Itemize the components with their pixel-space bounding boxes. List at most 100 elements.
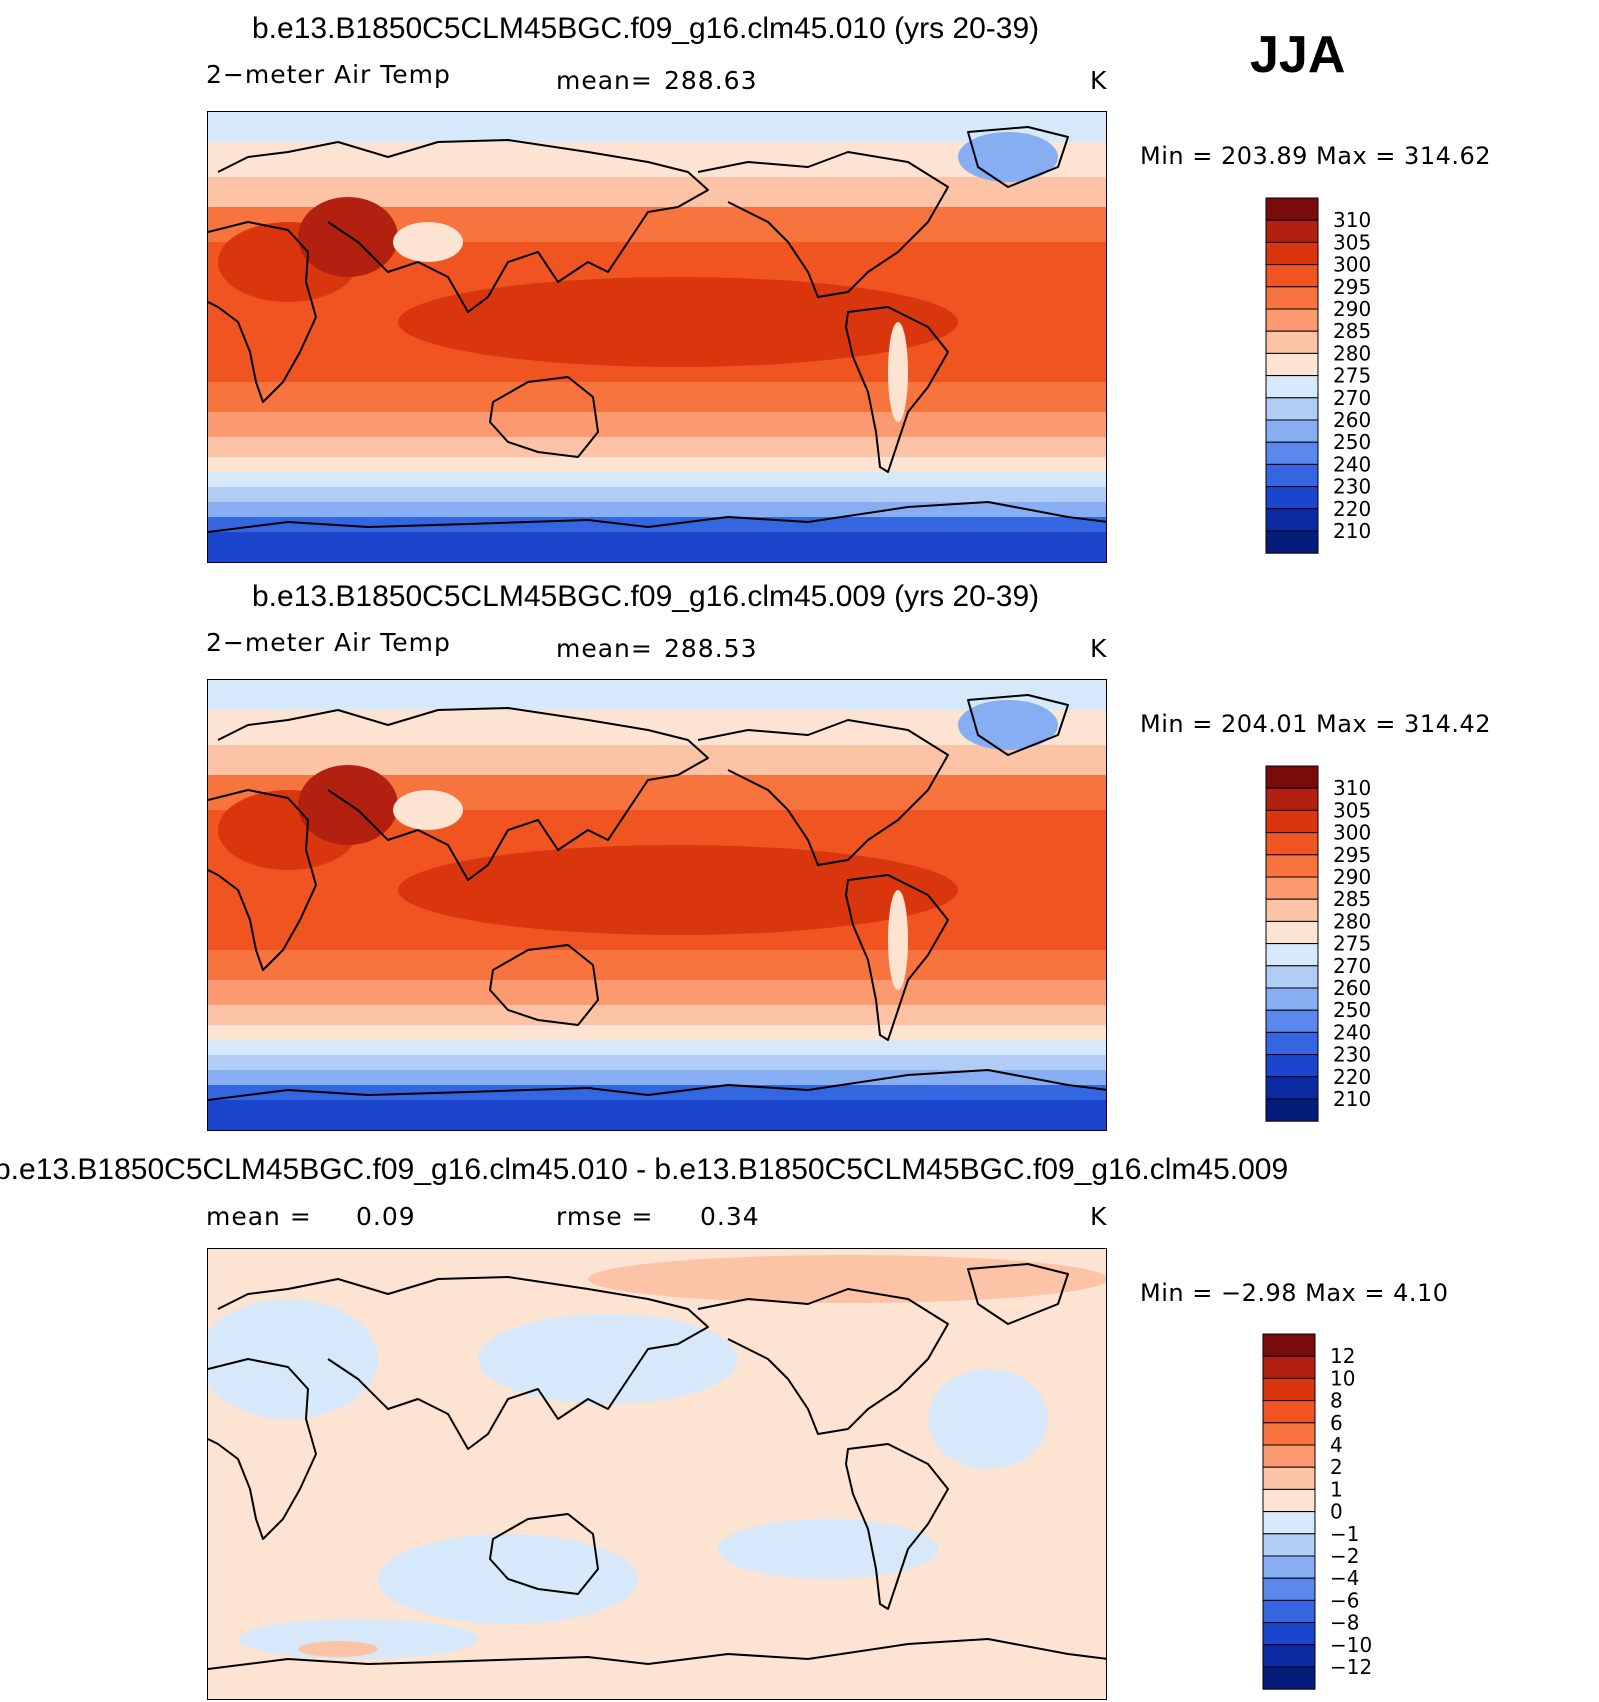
colorbar-swatch: [1265, 486, 1319, 510]
colorbar: 310 305 300 295 290 285 280 275 270 260 250 240 230 2…: [1265, 197, 1415, 562]
colorbar-swatch: [1265, 1054, 1319, 1078]
mean-label: mean=: [556, 634, 653, 663]
colorbar-swatch: [1262, 1466, 1316, 1490]
mean-value: 288.63: [664, 66, 758, 95]
colorbar-tick-label: 12: [1330, 1344, 1355, 1368]
difference-map: [207, 1248, 1107, 1700]
colorbar-tick-label: 300: [1333, 253, 1371, 277]
colorbar-swatch: [1265, 965, 1319, 989]
colorbar-tick-label: 270: [1333, 386, 1371, 410]
colorbar-swatch: [1262, 1444, 1316, 1468]
colorbar-tick-label: 295: [1333, 843, 1371, 867]
colorbar-swatch: [1265, 943, 1319, 967]
colorbar-swatch: [1265, 241, 1319, 266]
colorbar-tick-label: −4: [1330, 1566, 1359, 1590]
colorbar-swatch: [1265, 375, 1319, 399]
colorbar-tick-label: 290: [1333, 865, 1371, 889]
colorbar-svg: 3103053002952902852802752702602502402302…: [1265, 765, 1371, 1122]
colorbar-swatch: [1262, 1422, 1316, 1446]
mean-label: mean =: [206, 1202, 312, 1231]
colorbar-tick-label: 250: [1333, 430, 1371, 454]
colorbar-tick-label: 2: [1330, 1455, 1343, 1479]
mean-label: mean=: [556, 66, 653, 95]
colorbar-swatch: [1265, 419, 1319, 443]
colorbar-tick-label: 10: [1330, 1366, 1355, 1390]
temperature-map: [207, 679, 1107, 1131]
colorbar-swatch: [1265, 920, 1319, 945]
colorbar-tick-label: 260: [1333, 976, 1371, 1000]
colorbar-swatch: [1265, 219, 1319, 243]
colorbar-swatch: [1262, 1577, 1316, 1601]
colorbar-tick-label: −6: [1330, 1588, 1359, 1612]
units-label: K: [1090, 634, 1108, 663]
colorbar-swatch: [1262, 1599, 1316, 1624]
colorbar-tick-label: 260: [1333, 408, 1371, 432]
colorbar-swatch: [1262, 1377, 1316, 1402]
colorbar-tick-label: 8: [1330, 1389, 1343, 1413]
colorbar-swatch: [1265, 809, 1319, 834]
colorbar-swatch: [1262, 1533, 1316, 1557]
colorbar-tick-label: 305: [1333, 230, 1371, 254]
colorbar-swatch: [1262, 1511, 1316, 1535]
colorbar-swatch: [1265, 508, 1319, 532]
colorbar-swatch: [1265, 441, 1319, 465]
colorbar-swatch: [1265, 352, 1319, 377]
colorbar-tick-label: 240: [1333, 452, 1371, 476]
colorbar-swatch: [1265, 1009, 1319, 1033]
colorbar-tick-label: 275: [1333, 932, 1371, 956]
colorbar-tick-label: 6: [1330, 1411, 1343, 1435]
colorbar-swatch: [1265, 330, 1319, 354]
colorbar-swatch: [1265, 197, 1319, 221]
min-max-label: Min = 204.01 Max = 314.42: [1140, 710, 1492, 738]
colorbar-swatch: [1262, 1488, 1316, 1513]
colorbar-tick-label: 300: [1333, 821, 1371, 845]
colorbar-tick-label: −2: [1330, 1544, 1359, 1568]
mean-value: 0.09: [356, 1202, 416, 1231]
colorbar-tick-label: 4: [1330, 1433, 1343, 1457]
colorbar-swatch: [1262, 1400, 1316, 1424]
colorbar-swatch: [1265, 1031, 1319, 1056]
colorbar-tick-label: 210: [1333, 1087, 1371, 1111]
colorbar-swatch: [1265, 463, 1319, 488]
colorbar-tick-label: 310: [1333, 776, 1371, 800]
colorbar-swatch: [1265, 1076, 1319, 1100]
colorbar-swatch: [1265, 898, 1319, 922]
colorbar-svg: 3103053002952902852802752702602502402302…: [1265, 197, 1371, 554]
colorbar-swatch: [1262, 1644, 1316, 1668]
colorbar-swatch: [1262, 1622, 1316, 1646]
colorbar-tick-label: 310: [1333, 208, 1371, 232]
panel-title: b.e13.B1850C5CLM45BGC.f09_g16.clm45.009 …: [252, 580, 1040, 613]
colorbar-swatch: [1265, 765, 1319, 789]
panel-title: b.e13.B1850C5CLM45BGC.f09_g16.clm45.010 …: [0, 1153, 1289, 1186]
colorbar-swatch: [1265, 264, 1319, 288]
colorbar-tick-label: 285: [1333, 887, 1371, 911]
colorbar-tick-label: −8: [1330, 1611, 1359, 1635]
colorbar-swatch: [1265, 397, 1319, 421]
min-max-label: Min = 203.89 Max = 314.62: [1140, 142, 1492, 170]
variable-label: 2−meter Air Temp: [206, 628, 451, 657]
colorbar-swatch: [1265, 308, 1319, 332]
season-label: JJA: [1250, 26, 1346, 84]
colorbar-tick-label: 280: [1333, 909, 1371, 933]
colorbar-swatch: [1262, 1333, 1316, 1357]
colorbar: 310 305 300 295 290 285 280 275 270 260 250 240 230 2…: [1265, 765, 1415, 1130]
colorbar-tick-label: −1: [1330, 1522, 1359, 1546]
colorbar-tick-label: 295: [1333, 275, 1371, 299]
colorbar-swatch: [1265, 876, 1319, 900]
colorbar-tick-label: 280: [1333, 341, 1371, 365]
colorbar-tick-label: 250: [1333, 998, 1371, 1022]
colorbar-tick-label: 240: [1333, 1020, 1371, 1044]
colorbar-swatch: [1265, 530, 1319, 554]
colorbar-swatch: [1265, 787, 1319, 811]
colorbar-tick-label: 305: [1333, 798, 1371, 822]
colorbar-swatch: [1265, 987, 1319, 1011]
colorbar-swatch: [1265, 1098, 1319, 1122]
colorbar-tick-label: 220: [1333, 1065, 1371, 1089]
colorbar-tick-label: 0: [1330, 1500, 1343, 1524]
units-label: K: [1090, 66, 1108, 95]
rmse-label: rmse =: [556, 1202, 654, 1231]
colorbar-tick-label: 270: [1333, 954, 1371, 978]
rmse-value: 0.34: [700, 1202, 760, 1231]
colorbar-tick-label: 210: [1333, 519, 1371, 543]
